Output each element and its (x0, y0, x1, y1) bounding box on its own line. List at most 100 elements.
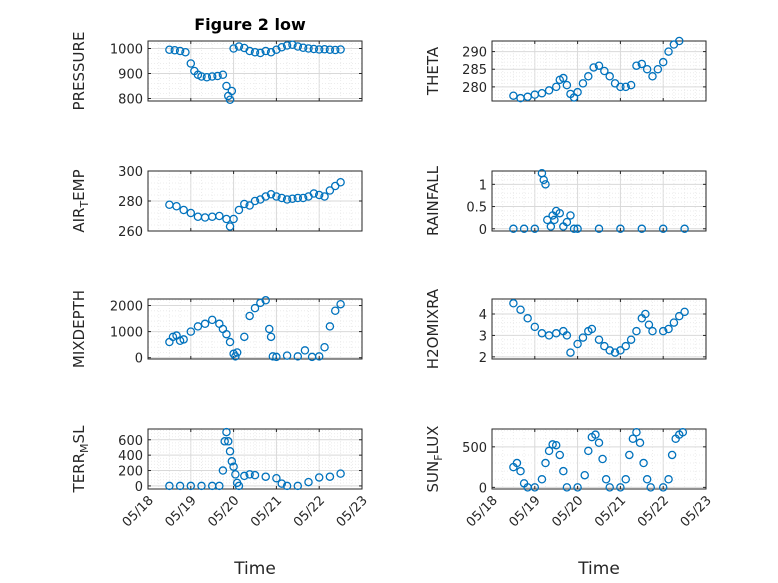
data-point (172, 201, 181, 211)
data-point (175, 481, 185, 491)
data-point (272, 45, 281, 55)
subplot-sun-flux: 0 500 05/18 05/19 05/20 05/21 05/22 05/23 Time SU… (424, 426, 715, 579)
data-point (240, 471, 249, 481)
data-point (562, 331, 572, 340)
data-point (646, 483, 655, 492)
data-point (675, 36, 684, 46)
data-point (272, 352, 281, 362)
grid (147, 170, 363, 232)
y-tick-label: 0 (479, 223, 487, 238)
x-tick-label: 05/18 (120, 493, 157, 530)
grid (147, 41, 363, 101)
data-point (282, 41, 292, 50)
data-point (207, 72, 217, 81)
data-point (616, 346, 625, 355)
y-tick-label: 280 (118, 195, 143, 210)
data-point (288, 194, 297, 203)
x-tick-label: 05/18 (464, 493, 501, 530)
data-point (626, 80, 636, 90)
series-markers (165, 177, 345, 231)
data-point (245, 46, 254, 56)
subplot-pressure: 800 900 1000 PRESSURE (70, 32, 363, 110)
data-point (165, 481, 174, 491)
data-point (530, 483, 540, 492)
data-point (658, 57, 668, 67)
data-point (314, 45, 324, 54)
data-point (551, 440, 561, 450)
data-point (632, 61, 641, 70)
data-point (616, 224, 625, 234)
data-point (325, 186, 335, 195)
data-point (680, 224, 689, 234)
data-point (225, 337, 235, 347)
data-point (222, 81, 231, 91)
data-point (680, 307, 689, 317)
data-point (580, 470, 589, 480)
data-point (293, 42, 303, 51)
data-point (231, 352, 240, 361)
y-tick-label: 2 (479, 351, 487, 366)
figure-title: Figure 2 low (194, 15, 306, 34)
data-point (293, 193, 303, 203)
data-point (223, 437, 233, 446)
data-point (175, 46, 185, 56)
data-point (200, 319, 210, 329)
y-tick-label: 400 (118, 449, 143, 464)
data-point (268, 352, 278, 361)
data-point (232, 348, 242, 357)
subplot-rainfall: 0 0.5 1 RAINFALL (424, 165, 707, 238)
data-point (309, 44, 319, 54)
data-point (594, 335, 604, 344)
data-point (336, 299, 345, 309)
data-point (569, 224, 579, 234)
data-point (245, 201, 254, 210)
data-point (658, 326, 668, 336)
y-axis-label: MIXDEPTH (70, 290, 88, 368)
data-point (225, 447, 235, 456)
data-point (320, 45, 329, 54)
data-point (589, 63, 598, 72)
data-point (642, 64, 652, 74)
data-point (314, 473, 324, 482)
data-point (566, 348, 575, 357)
subplot-h2omixra: 2 3 4 H2OMIXRA (424, 288, 707, 369)
data-point (170, 46, 179, 55)
y-axis-label: AIRTEMP (70, 169, 91, 232)
data-point (616, 483, 625, 492)
data-point (594, 224, 604, 234)
data-point (516, 305, 525, 314)
grid (147, 429, 363, 490)
data-point (202, 73, 212, 82)
data-point (637, 59, 647, 69)
data-point (320, 343, 329, 352)
data-point (325, 45, 335, 55)
data-point (523, 314, 532, 323)
data-point (250, 196, 260, 206)
data-point (229, 214, 238, 224)
data-point (193, 322, 203, 331)
data-point (282, 195, 292, 204)
data-point (186, 208, 196, 218)
data-point (225, 222, 235, 231)
data-point (584, 72, 593, 81)
data-point (261, 296, 270, 305)
subplot-air-temp: 260 280 300 AIRTEMP (70, 165, 363, 240)
x-tick-label: 05/23 (678, 493, 715, 530)
data-point (605, 483, 614, 492)
data-point (314, 190, 324, 200)
data-point (186, 59, 196, 68)
data-point (587, 324, 597, 334)
data-point (293, 352, 303, 361)
data-point (566, 211, 575, 220)
x-tick-label: 05/23 (334, 493, 371, 530)
x-tick-label: 05/19 (163, 493, 200, 530)
data-point (282, 481, 292, 491)
data-point (336, 469, 345, 478)
data-point (222, 427, 231, 437)
data-point (300, 346, 310, 355)
data-point (261, 472, 270, 481)
data-point (678, 427, 688, 437)
data-point (277, 479, 286, 488)
data-point (664, 475, 673, 484)
data-point (644, 320, 654, 329)
